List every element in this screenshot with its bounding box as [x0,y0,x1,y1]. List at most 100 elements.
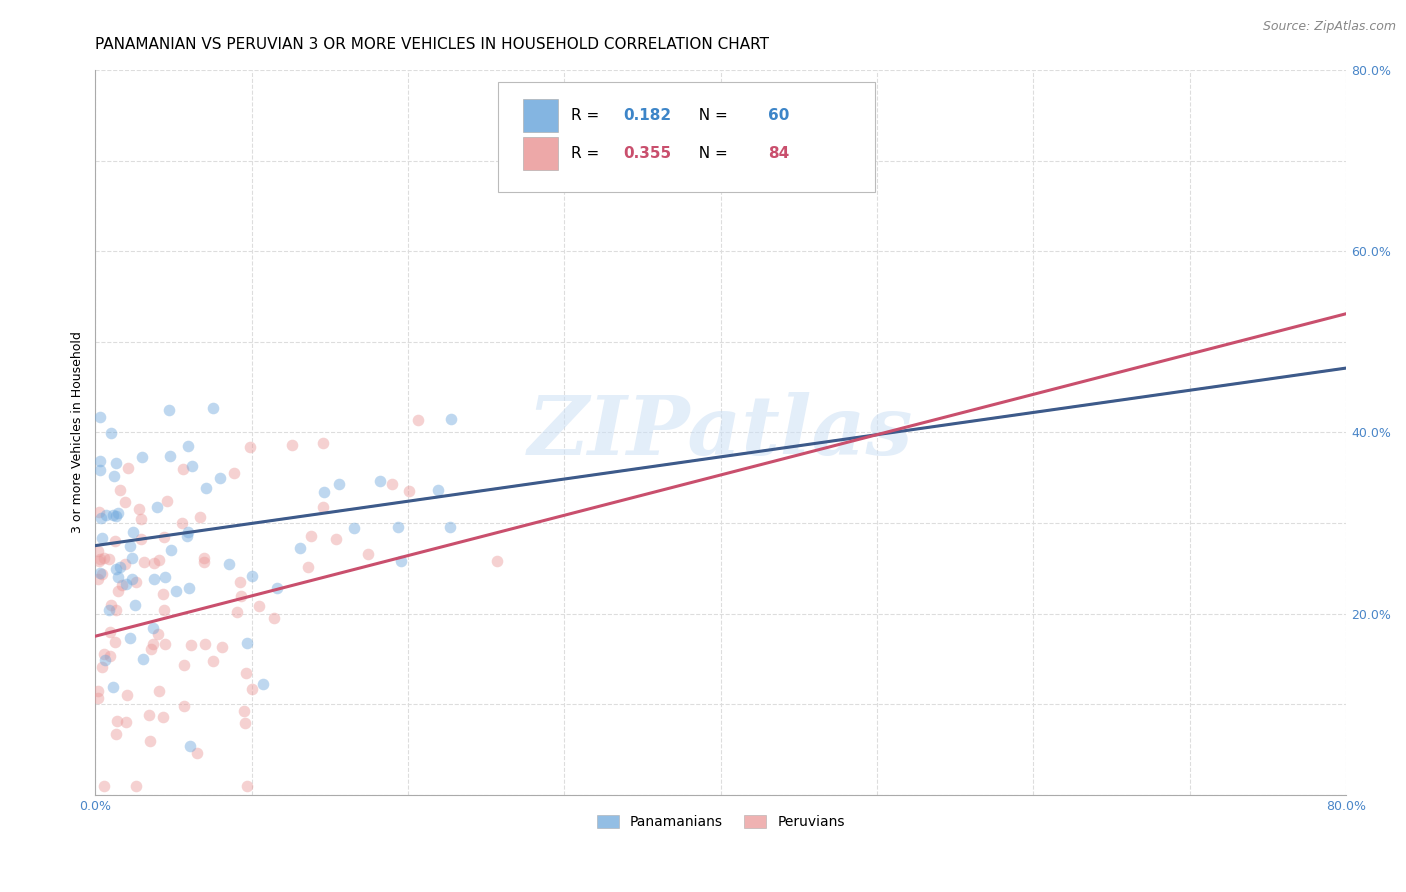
Point [387,520,409,534]
Point [218,557,240,571]
FancyBboxPatch shape [523,137,558,169]
Point [152,587,174,601]
Point [89,566,111,580]
Point [139,641,162,656]
Point [125,779,148,793]
Point [98,625,121,640]
Point [173,657,195,672]
Point [328,477,350,491]
Point [177,439,200,453]
Point [314,484,336,499]
Point [193,551,215,566]
Point [440,412,463,426]
Point [115,688,138,702]
Point [194,481,217,495]
Text: 84: 84 [768,146,790,161]
Point [240,681,263,696]
Point [107,570,129,584]
Y-axis label: 3 or more Vehicles in Household: 3 or more Vehicles in Household [72,332,84,533]
Text: N =: N = [689,108,733,123]
Point [343,521,366,535]
Point [247,599,270,613]
Point [190,510,212,524]
Point [235,779,257,793]
Point [142,637,165,651]
Point [325,532,347,546]
Point [93,648,115,662]
Point [381,476,404,491]
Point [211,640,233,655]
Point [426,483,449,497]
Point [101,508,124,523]
Point [91,660,114,674]
Point [222,466,245,480]
Point [108,560,131,574]
Point [439,520,461,534]
Point [142,556,165,570]
Point [87,683,110,698]
Point [172,516,194,530]
Point [179,739,201,753]
Point [89,463,111,477]
Point [91,566,114,581]
Point [177,581,200,595]
Point [240,569,263,583]
Point [165,584,187,599]
Point [233,704,256,718]
Point [357,547,380,561]
Point [153,636,176,650]
Point [201,401,224,416]
FancyBboxPatch shape [498,82,875,192]
Point [239,440,262,454]
Point [138,708,160,723]
Point [97,602,120,616]
Point [97,552,120,566]
Point [159,449,181,463]
Point [132,555,155,569]
Point [160,543,183,558]
FancyBboxPatch shape [523,99,558,132]
Point [100,599,122,613]
Point [89,454,111,468]
Point [87,554,110,568]
Point [485,554,508,568]
Point [104,508,127,523]
Point [89,504,111,518]
Point [93,779,115,793]
Point [173,698,195,713]
Point [114,495,136,509]
Point [266,581,288,595]
Point [114,577,136,591]
Point [104,726,127,740]
Point [114,557,136,571]
Point [120,540,142,554]
Point [153,603,176,617]
Point [398,484,420,499]
Point [299,529,322,543]
Point [121,551,143,566]
Text: R =: R = [571,146,603,161]
Point [87,573,110,587]
Text: 60: 60 [768,108,790,123]
Point [139,734,162,748]
Point [107,584,129,599]
Point [263,611,285,625]
Point [311,436,333,450]
Point [105,714,128,729]
Point [143,573,166,587]
Point [172,462,194,476]
Text: N =: N = [689,146,733,161]
Point [91,531,114,545]
Point [125,575,148,590]
Point [90,511,112,525]
Point [87,691,110,706]
Point [157,402,180,417]
Point [177,524,200,539]
Point [176,528,198,542]
Point [110,483,132,497]
Point [89,552,111,566]
Point [101,680,124,694]
Point [226,605,249,619]
Point [104,603,127,617]
Point [93,551,115,566]
